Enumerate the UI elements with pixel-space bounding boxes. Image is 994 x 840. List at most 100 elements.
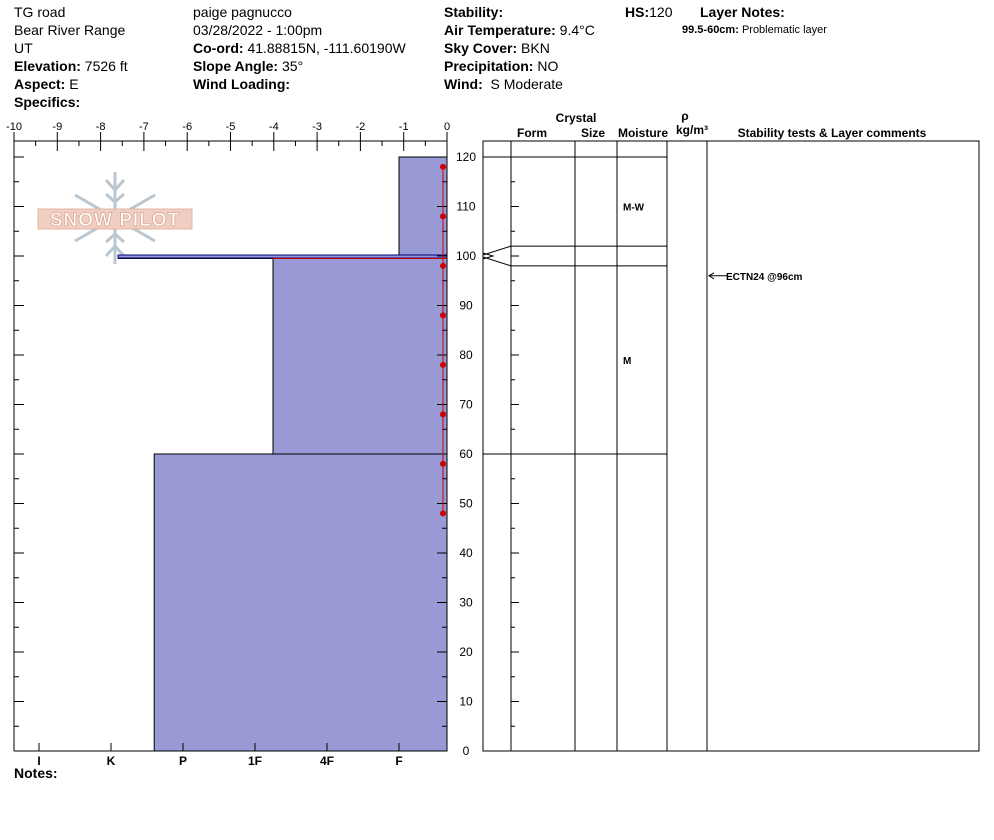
height-tick-label: 30	[459, 596, 473, 610]
observer-name: paige pagnucco	[193, 4, 292, 20]
temperature-point	[440, 510, 446, 517]
precip-field: Precipitation: NO	[444, 57, 558, 75]
hardness-tick-label: 1F	[248, 754, 262, 768]
height-tick-label: 50	[459, 497, 473, 511]
temp-tick-label: -7	[139, 121, 149, 133]
height-tick-label: 110	[456, 200, 475, 214]
stability-test-label: ECTN24 @96cm	[726, 272, 803, 283]
temp-tick-label: -2	[356, 121, 366, 133]
temp-tick-label: -10	[6, 121, 22, 133]
layer-note: 99.5-60cm: Problematic layer	[682, 23, 827, 37]
hardness-layer-thin-outline	[117, 254, 448, 259]
layer-notes-label: Layer Notes:	[700, 4, 785, 20]
height-tick-label: 0	[463, 744, 470, 758]
slope-value: 35°	[281, 58, 304, 74]
height-tick-label: 40	[459, 546, 473, 560]
temp-tick-label: -4	[269, 121, 279, 133]
column-header-rho: ρ	[681, 109, 688, 123]
hardness-tick-label: 4F	[320, 754, 334, 768]
air-temp-label: Air Temperature:	[444, 22, 556, 38]
layer-note-range: 99.5-60cm:	[682, 24, 739, 36]
height-tick-label: 60	[459, 447, 473, 461]
temperature-point	[440, 361, 446, 368]
layer-connector-line	[482, 245, 512, 256]
hardness-layer-bar	[153, 453, 448, 752]
layer-note-text: Problematic layer	[741, 24, 827, 36]
aspect-label: Aspect:	[14, 76, 66, 92]
precip-value: NO	[537, 58, 559, 74]
stability-label: Stability:	[444, 4, 504, 20]
temp-tick-label: -9	[52, 121, 62, 133]
layer-connector-line	[482, 256, 512, 267]
air-temp-value: 9.4°C	[559, 22, 595, 38]
elevation-label: Elevation:	[14, 58, 81, 74]
stability-field: Stability:	[444, 3, 503, 21]
hardness-tick-label: I	[37, 754, 40, 768]
hardness-tick-label: P	[179, 754, 187, 768]
temperature-point	[440, 312, 446, 319]
notes-label: Notes:	[14, 765, 58, 781]
temp-tick-label: -8	[96, 121, 106, 133]
hs-field: HS:120	[625, 3, 672, 21]
sky-cover-value: BKN	[521, 40, 550, 56]
hs-value: 120	[649, 4, 673, 20]
height-tick-label: 20	[459, 645, 473, 659]
wind-label: Wind:	[444, 76, 483, 92]
temp-tick-label: -3	[312, 121, 322, 133]
snowpilot-logo: SNOW PILOT	[37, 172, 193, 264]
aspect-field: Aspect: E	[14, 75, 79, 93]
moisture-label: M	[623, 356, 631, 367]
temperature-point	[440, 262, 446, 269]
height-tick-label: 10	[459, 695, 473, 709]
temp-tick-label: -1	[399, 121, 409, 133]
state-name: UT	[14, 40, 33, 56]
hs-label: HS:	[625, 4, 650, 20]
temp-tick-label: -5	[226, 121, 236, 133]
sky-cover-field: Sky Cover: BKN	[444, 39, 550, 57]
hardness-tick-label: F	[395, 754, 402, 768]
height-tick-label: 80	[459, 348, 473, 362]
wind-loading-label: Wind Loading:	[193, 76, 291, 92]
temperature-point	[440, 460, 446, 467]
temperature-point	[440, 213, 446, 220]
layer-connector-arrow	[482, 252, 495, 260]
height-tick-label: 120	[456, 150, 476, 164]
coord-label: Co-ord:	[193, 40, 244, 56]
column-header-size: Size	[581, 126, 605, 140]
specifics-field: Specifics:	[14, 93, 80, 111]
column-header-form: Form	[517, 126, 547, 140]
layer-table-frame	[482, 140, 980, 752]
height-tick-label: 100	[456, 249, 476, 263]
elevation-field: Elevation: 7526 ft	[14, 57, 128, 75]
hardness-layer-bar	[272, 257, 448, 455]
column-header-density-unit: kg/m³	[676, 123, 708, 137]
slope-label: Slope Angle:	[193, 58, 279, 74]
temp-tick-label: -6	[182, 121, 192, 133]
height-tick-label: 90	[459, 299, 473, 313]
hardness-tick-label: K	[107, 754, 116, 768]
column-header-moisture: Moisture	[618, 126, 668, 140]
sky-cover-label: Sky Cover:	[444, 40, 518, 56]
aspect-value: E	[69, 76, 79, 92]
wind-loading-field: Wind Loading:	[193, 75, 290, 93]
coord-field: Co-ord: 41.88815N, -111.60190W	[193, 39, 406, 57]
stability-test-arrow-head	[708, 272, 715, 280]
slope-field: Slope Angle: 35°	[193, 57, 303, 75]
air-temp-field: Air Temperature: 9.4°C	[444, 21, 595, 39]
temp-tick-label: 0	[444, 121, 450, 133]
column-header-stability: Stability tests & Layer comments	[738, 126, 927, 140]
location-name: TG road	[14, 4, 66, 20]
precip-label: Precipitation:	[444, 58, 534, 74]
temperature-point	[440, 163, 446, 170]
wind-field: Wind: S Moderate	[444, 75, 563, 93]
observation-datetime: 03/28/2022 - 1:00pm	[193, 22, 323, 38]
height-tick-label: 70	[459, 398, 473, 412]
coord-value: 41.88815N, -111.60190W	[247, 40, 406, 56]
specifics-label: Specifics:	[14, 94, 81, 110]
temperature-point	[440, 411, 446, 418]
column-header-crystal: Crystal	[556, 111, 597, 125]
range-name: Bear River Range	[14, 22, 126, 38]
snowpilot-logo-text: SNOW PILOT	[50, 210, 180, 231]
wind-value: S Moderate	[490, 76, 563, 92]
